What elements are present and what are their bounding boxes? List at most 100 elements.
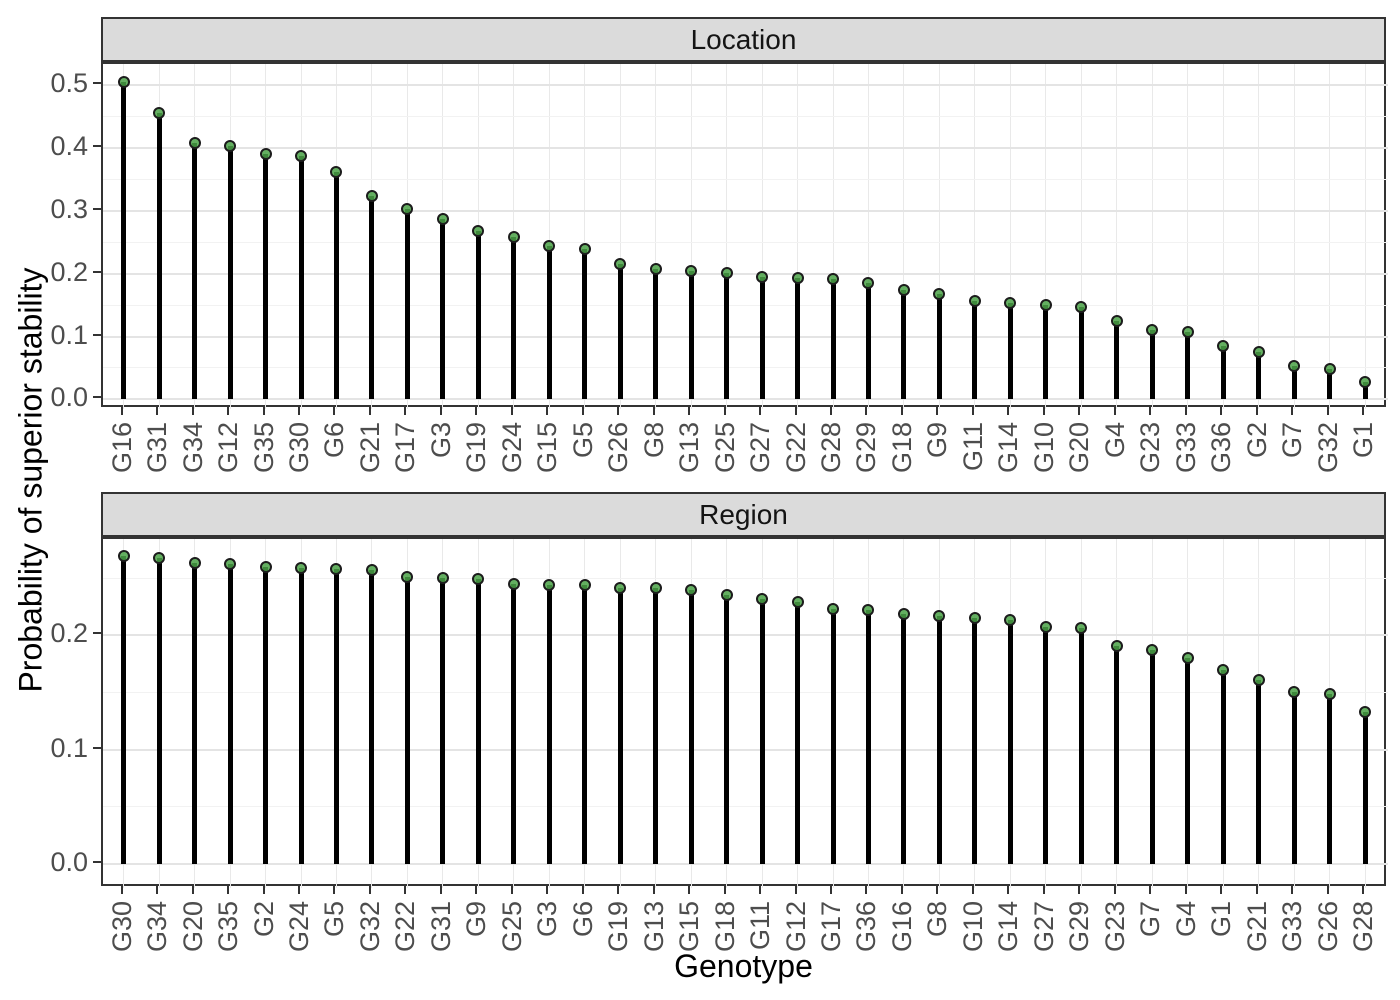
lollipop-stem	[1007, 620, 1013, 864]
data-point	[1359, 376, 1371, 389]
x-tick-label: G33	[1277, 901, 1308, 953]
data-point	[224, 139, 237, 152]
data-point	[791, 272, 804, 285]
x-tick-mark	[368, 886, 371, 894]
x-tick-mark	[1326, 886, 1329, 894]
lollipop-stem	[1114, 645, 1120, 864]
gridline-vertical	[1222, 64, 1224, 409]
gridline-vertical	[1045, 64, 1047, 409]
lollipop-stem	[582, 584, 588, 864]
lollipop-stem	[582, 249, 588, 400]
x-tick-mark	[510, 407, 513, 415]
data-point	[649, 263, 662, 276]
lollipop-stem	[1043, 305, 1049, 400]
gridline-vertical	[690, 64, 692, 409]
x-tick-mark	[830, 407, 833, 415]
x-tick-label: G26	[1312, 901, 1343, 953]
data-point	[117, 550, 130, 563]
x-tick-mark	[1362, 407, 1364, 415]
x-tick-label: G33	[1170, 422, 1201, 474]
data-point	[188, 137, 201, 150]
lollipop-stem	[511, 583, 517, 864]
data-point	[756, 592, 769, 605]
lollipop-stem	[1327, 693, 1333, 864]
data-point	[1039, 299, 1052, 312]
x-tick-mark	[227, 886, 230, 894]
x-tick-mark	[1007, 407, 1010, 415]
data-point	[1004, 296, 1017, 309]
x-tick-label: G31	[142, 422, 173, 474]
y-tick-label: 0.2	[50, 618, 88, 649]
data-point	[401, 203, 414, 216]
data-point	[1252, 673, 1265, 686]
lollipop-stem	[369, 570, 375, 864]
x-tick-label: G10	[957, 901, 988, 953]
data-point	[401, 570, 414, 583]
lollipop-stem	[865, 610, 871, 864]
x-tick-mark	[298, 886, 301, 894]
x-tick-label: G15	[532, 422, 563, 474]
x-tick-label: G8	[922, 901, 953, 938]
lollipop-stem	[1362, 382, 1368, 400]
lollipop-stem	[1149, 330, 1155, 400]
lollipop-stem	[1185, 658, 1191, 864]
x-tick-mark	[191, 886, 194, 894]
x-tick-mark	[936, 886, 939, 894]
x-tick-label: G6	[567, 901, 598, 938]
x-tick-label: G20	[1064, 422, 1095, 474]
x-tick-mark	[971, 886, 974, 894]
lollipop-stem	[830, 608, 836, 864]
data-point	[685, 583, 698, 596]
gridline-major	[103, 209, 1388, 212]
lollipop-stem	[972, 301, 978, 400]
x-tick-label: G3	[425, 422, 456, 459]
x-tick-label: G7	[1135, 901, 1166, 938]
data-point	[614, 257, 627, 270]
data-point	[791, 596, 804, 609]
data-point	[188, 557, 201, 570]
x-tick-mark	[1007, 886, 1010, 894]
x-tick-mark	[262, 886, 265, 894]
data-point	[472, 573, 485, 586]
x-tick-mark	[298, 407, 301, 415]
x-tick-label: G2	[1241, 422, 1272, 459]
x-tick-label: G8	[638, 422, 669, 459]
data-point	[933, 287, 946, 300]
lollipop-stem	[227, 145, 233, 400]
lollipop-stem	[121, 556, 127, 864]
lollipop-stem	[1362, 711, 1368, 864]
x-tick-label: G22	[390, 901, 421, 953]
gridline-vertical	[1116, 64, 1118, 409]
gridline-vertical	[974, 64, 976, 409]
y-tick-mark	[93, 746, 101, 749]
x-tick-mark	[156, 886, 159, 894]
x-tick-label: G1	[1348, 422, 1379, 459]
x-tick-label: G34	[142, 901, 173, 953]
lollipop-stem	[404, 209, 410, 400]
data-point	[614, 582, 627, 595]
gridline-major	[103, 398, 1388, 401]
data-point	[649, 582, 662, 595]
x-tick-mark	[581, 407, 584, 415]
x-tick-label: G28	[816, 422, 847, 474]
x-tick-mark	[900, 407, 903, 415]
y-tick-mark	[93, 860, 101, 863]
data-point	[1075, 301, 1088, 314]
lollipop-stem	[475, 231, 481, 400]
gridline-vertical	[761, 64, 763, 409]
lollipop-stem	[617, 263, 623, 400]
x-tick-mark	[439, 886, 442, 894]
data-point	[543, 578, 556, 591]
x-tick-label: G26	[603, 422, 634, 474]
x-tick-label: G1	[1206, 901, 1237, 938]
x-tick-mark	[1362, 886, 1364, 894]
x-tick-label: G16	[886, 901, 917, 953]
x-tick-mark	[1220, 886, 1223, 894]
lollipop-stem	[192, 143, 198, 400]
x-tick-mark	[759, 407, 762, 415]
data-point	[295, 150, 308, 163]
plot-panel	[101, 537, 1388, 888]
x-tick-mark	[1326, 407, 1329, 415]
gridline-vertical	[1009, 64, 1011, 409]
gridline-vertical	[584, 64, 586, 409]
